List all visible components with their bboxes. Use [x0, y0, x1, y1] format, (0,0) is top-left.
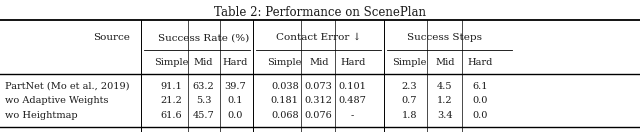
Text: Hard: Hard [223, 58, 248, 67]
Text: 2.3: 2.3 [402, 82, 417, 91]
Text: 0.487: 0.487 [339, 96, 367, 105]
Text: Simple: Simple [268, 58, 302, 67]
Text: 0.068: 0.068 [271, 111, 299, 120]
Text: 61.6: 61.6 [161, 111, 182, 120]
Text: PartNet (Mo et al., 2019): PartNet (Mo et al., 2019) [5, 82, 130, 91]
Text: 0.073: 0.073 [305, 82, 333, 91]
Text: 0.7: 0.7 [402, 96, 417, 105]
Text: Simple: Simple [392, 58, 427, 67]
Text: 0.0: 0.0 [228, 111, 243, 120]
Text: 4.5: 4.5 [437, 82, 452, 91]
Text: 0.076: 0.076 [305, 111, 333, 120]
Text: 0.038: 0.038 [271, 82, 299, 91]
Text: 0.312: 0.312 [305, 96, 333, 105]
Text: wo Adaptive Weights: wo Adaptive Weights [5, 96, 109, 105]
Text: Simple: Simple [154, 58, 189, 67]
Text: Mid: Mid [435, 58, 454, 67]
Text: Success Rate (%): Success Rate (%) [158, 33, 249, 42]
Text: Success Steps: Success Steps [407, 33, 483, 42]
Text: Hard: Hard [340, 58, 365, 67]
Text: Mid: Mid [309, 58, 328, 67]
Text: 39.7: 39.7 [225, 82, 246, 91]
Text: -: - [351, 111, 355, 120]
Text: 0.0: 0.0 [472, 111, 488, 120]
Text: 0.1: 0.1 [228, 96, 243, 105]
Text: Contact Error ↓: Contact Error ↓ [276, 33, 362, 42]
Text: Mid: Mid [194, 58, 213, 67]
Text: wo Heightmap: wo Heightmap [5, 111, 77, 120]
Text: 1.8: 1.8 [402, 111, 417, 120]
Text: 5.3: 5.3 [196, 96, 211, 105]
Text: Table 2: Performance on ScenePlan: Table 2: Performance on ScenePlan [214, 6, 426, 19]
Text: 45.7: 45.7 [193, 111, 214, 120]
Text: 21.2: 21.2 [161, 96, 182, 105]
Text: 0.0: 0.0 [472, 96, 488, 105]
Text: Hard: Hard [467, 58, 493, 67]
Text: 63.2: 63.2 [193, 82, 214, 91]
Text: 0.181: 0.181 [271, 96, 299, 105]
Text: 6.1: 6.1 [472, 82, 488, 91]
Text: 3.4: 3.4 [437, 111, 452, 120]
Text: 1.2: 1.2 [437, 96, 452, 105]
Text: 91.1: 91.1 [161, 82, 182, 91]
Text: Source: Source [93, 33, 131, 42]
Text: 0.101: 0.101 [339, 82, 367, 91]
